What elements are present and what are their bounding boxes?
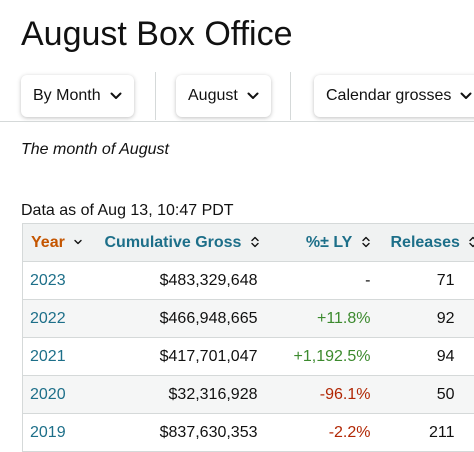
period-subtitle: The month of August	[21, 141, 169, 159]
chevron-down-icon	[460, 90, 472, 102]
releases-header-label: Releases	[391, 234, 460, 251]
cumulative-gross-cell: $466,948,665	[84, 300, 264, 338]
year-header-label: Year	[31, 234, 65, 251]
cumulative-gross-cell: $837,630,353	[84, 414, 264, 452]
gross-column-header[interactable]: Cumulative Gross	[84, 224, 264, 262]
year-link[interactable]: 2021	[23, 338, 84, 376]
sort-up-down-icon	[361, 236, 371, 248]
releases-cell: 211	[375, 414, 474, 452]
releases-column-header[interactable]: Releases	[375, 224, 474, 262]
chevron-down-icon	[247, 90, 259, 102]
ly-change-cell: -2.2%	[264, 414, 375, 452]
sort-up-down-icon	[250, 236, 260, 248]
table-row: 2021 $417,701,047 +1,192.5% 94	[23, 338, 474, 376]
ly-change-cell: -96.1%	[264, 376, 375, 414]
filter-divider	[155, 72, 156, 120]
month-label: August	[188, 87, 238, 105]
cumulative-gross-cell: $483,329,648	[84, 262, 264, 300]
table-row: 2020 $32,316,928 -96.1% 50	[23, 376, 474, 414]
year-link[interactable]: 2023	[23, 262, 84, 300]
ly-change-column-header[interactable]: %± LY	[264, 224, 375, 262]
ly-change-cell: +11.8%	[264, 300, 375, 338]
data-timestamp: Data as of Aug 13, 10:47 PDT	[21, 202, 234, 220]
sort-up-down-icon	[468, 236, 474, 248]
year-link[interactable]: 2020	[23, 376, 84, 414]
table-row: 2023 $483,329,648 - 71	[23, 262, 474, 300]
chevron-down-icon	[110, 90, 122, 102]
table-row: 2019 $837,630,353 -2.2% 211	[23, 414, 474, 452]
gross-header-label: Cumulative Gross	[105, 234, 242, 251]
cumulative-gross-cell: $32,316,928	[84, 376, 264, 414]
table-row: 2022 $466,948,665 +11.8% 92	[23, 300, 474, 338]
releases-cell: 92	[375, 300, 474, 338]
year-link[interactable]: 2022	[23, 300, 84, 338]
month-mode-dropdown[interactable]: By Month	[21, 75, 134, 117]
releases-cell: 50	[375, 376, 474, 414]
table-header-row: Year Cumulative Gross %± LY	[23, 224, 474, 262]
ly-header-label: %± LY	[306, 234, 352, 251]
filter-bar-divider	[0, 121, 474, 122]
gross-type-label: Calendar grosses	[326, 87, 451, 105]
year-column-header[interactable]: Year	[23, 224, 84, 262]
page-title: August Box Office	[21, 12, 293, 56]
ly-change-cell: +1,192.5%	[264, 338, 375, 376]
month-mode-label: By Month	[33, 87, 101, 105]
sort-desc-icon	[73, 236, 83, 248]
releases-cell: 71	[375, 262, 474, 300]
cumulative-gross-cell: $417,701,047	[84, 338, 264, 376]
releases-cell: 94	[375, 338, 474, 376]
box-office-table: Year Cumulative Gross %± LY	[22, 223, 474, 452]
filter-divider	[290, 72, 291, 120]
gross-type-dropdown[interactable]: Calendar grosses	[314, 75, 474, 117]
year-link[interactable]: 2019	[23, 414, 84, 452]
month-dropdown[interactable]: August	[176, 75, 271, 117]
ly-change-cell: -	[264, 262, 375, 300]
